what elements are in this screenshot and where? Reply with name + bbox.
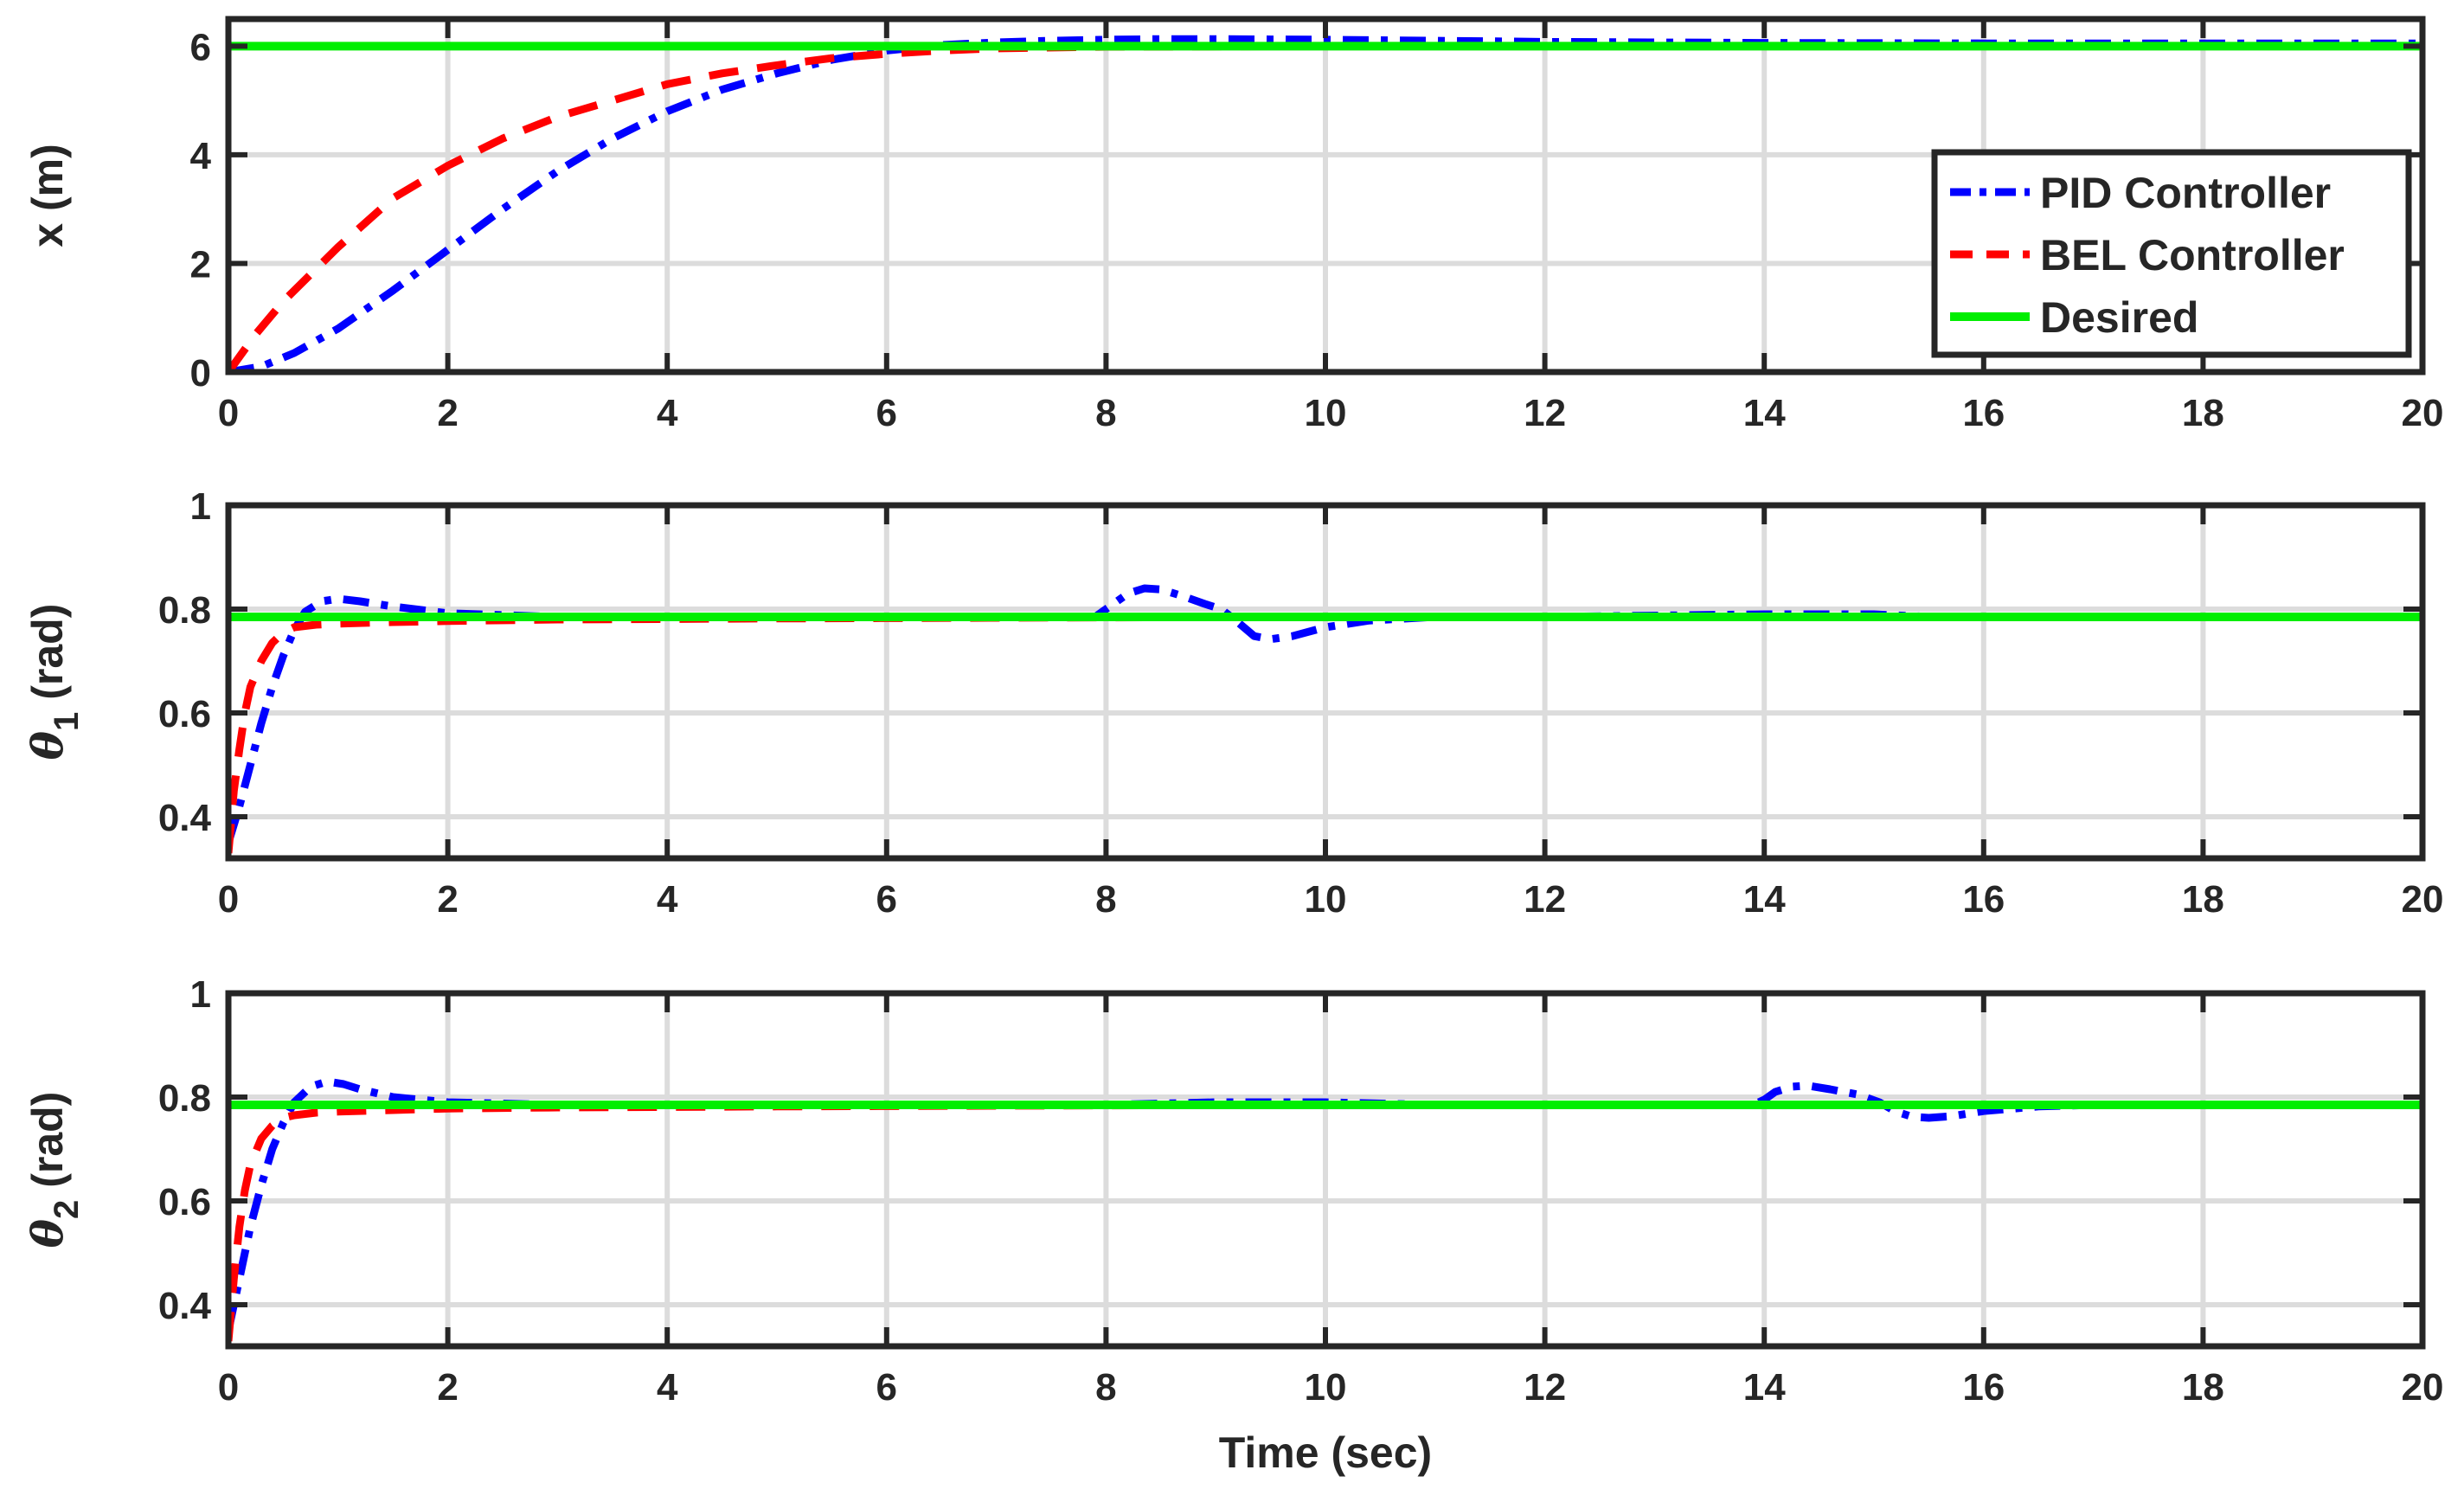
x-tick-label: 10: [1305, 1366, 1347, 1409]
y-tick-label: 0.8: [158, 1077, 211, 1120]
x-tick-label: 12: [1524, 1366, 1566, 1409]
x-tick-label: 12: [1524, 392, 1566, 434]
y-label-symbol: θ: [22, 1218, 73, 1248]
y-tick-label: 0.6: [158, 1181, 211, 1223]
y-label-subscript: 2: [48, 1200, 86, 1219]
x-tick-label: 18: [2182, 1366, 2224, 1409]
y-label-unit: (rad): [23, 604, 72, 700]
x-tick-label: 8: [1095, 878, 1116, 921]
series-group: [228, 35, 2422, 372]
x-tick-label: 10: [1305, 392, 1347, 434]
x-tick-label: 2: [437, 878, 458, 921]
x-tick-label: 14: [1743, 392, 1786, 434]
x-tick-label: 20: [2402, 392, 2444, 434]
x-tick-label: 0: [218, 878, 239, 921]
y-axis-label: θ2 (rad): [22, 1092, 86, 1248]
x-tick-label: 6: [876, 392, 897, 434]
legend-entry-label: PID Controller: [2040, 169, 2331, 217]
x-tick-label: 2: [437, 392, 458, 434]
x-tick-label: 16: [1962, 1366, 2005, 1409]
x-tick-label: 2: [437, 1366, 458, 1409]
x-tick-label: 8: [1095, 392, 1116, 434]
x-tick-label: 0: [218, 1366, 239, 1409]
y-tick-label: 0.6: [158, 693, 211, 735]
subplot-1: 0 2 4 6 8 10 12 14 16 18 20 0 2 4 6 x (m) PID Controller…: [23, 16, 2444, 434]
x-tick-label: 6: [876, 878, 897, 921]
x-tick-label: 14: [1743, 1366, 1786, 1409]
y-tick-label: 1: [190, 973, 211, 1016]
x-tick-label: 4: [657, 392, 678, 434]
y-axis-label: x (m): [23, 144, 72, 247]
x-tick-label: 18: [2182, 392, 2224, 434]
x-tick-label: 14: [1743, 878, 1786, 921]
y-label-symbol: θ: [22, 730, 73, 760]
x-tick-label: 4: [657, 1366, 678, 1409]
legend-entry-label: Desired: [2040, 293, 2198, 342]
series-group: [228, 584, 2422, 854]
x-tick-label: 6: [876, 1366, 897, 1409]
x-tick-label: 0: [218, 392, 239, 434]
x-tick-label: 10: [1305, 878, 1347, 921]
y-tick-label: 4: [190, 135, 212, 177]
x-axis-label: Time (sec): [1219, 1428, 1432, 1477]
legend-entry-label: BEL Controller: [2040, 231, 2345, 279]
x-tick-label: 16: [1962, 878, 2005, 921]
y-label-unit: (rad): [23, 1092, 72, 1188]
x-tick-label: 8: [1095, 1366, 1116, 1409]
legend: PID Controller BEL Controller Desired: [1931, 149, 2412, 358]
y-label-subscript: 1: [48, 712, 86, 731]
series-group: [228, 1077, 2422, 1342]
y-tick-label: 6: [190, 26, 211, 68]
y-tick-label: 0.4: [158, 1285, 212, 1327]
y-tick-label: 0: [190, 352, 211, 395]
y-tick-label: 0.8: [158, 589, 211, 632]
y-tick-label: 2: [190, 243, 211, 286]
x-tick-label: 20: [2402, 878, 2444, 921]
x-tick-label: 12: [1524, 878, 1566, 921]
x-tick-label: 20: [2402, 1366, 2444, 1409]
y-tick-label: 0.4: [158, 797, 212, 839]
x-tick-label: 16: [1962, 392, 2005, 434]
x-tick-label: 18: [2182, 878, 2224, 921]
series-line-bel-controller: [228, 42, 2422, 372]
y-tick-label: 1: [190, 485, 211, 528]
y-axis-label: θ1 (rad): [22, 604, 86, 761]
x-tick-label: 4: [657, 878, 678, 921]
